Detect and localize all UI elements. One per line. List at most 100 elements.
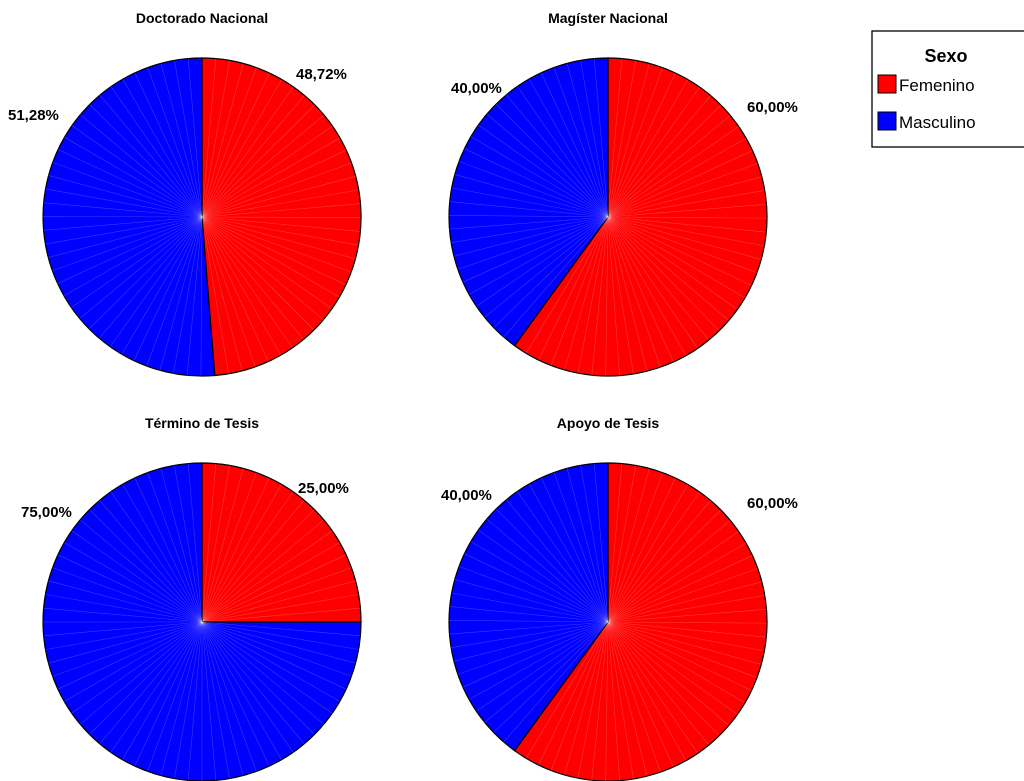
pie-shading-line	[201, 477, 270, 623]
pie-shading-line	[607, 176, 762, 218]
pie-shading-line	[607, 63, 650, 218]
pie-shading-line	[607, 484, 689, 623]
pie-slice-femenino	[201, 462, 362, 623]
pie-shading-line	[48, 216, 203, 258]
pie-shading-line	[607, 463, 623, 623]
pie-shading-line	[607, 500, 711, 623]
pie-shading-line	[201, 216, 315, 331]
pie-shading-line	[201, 216, 332, 310]
pie-label-femenino: 48,72%	[296, 66, 347, 83]
pie-shading-line	[470, 136, 609, 218]
pie-shading-line	[89, 104, 203, 218]
legend-label-femenino: Femenino	[899, 76, 975, 95]
pie-shading-line	[553, 472, 609, 623]
pie-shading-line	[201, 60, 230, 218]
pie-shading-line	[201, 72, 270, 218]
pie-shading-line	[607, 621, 762, 665]
pie-shading-line	[45, 188, 203, 218]
chart-title: Apoyo de Tesis	[557, 415, 660, 431]
pie-shading-line	[110, 491, 203, 623]
pie-shading-line	[607, 79, 689, 218]
pie-shading-line	[99, 94, 203, 218]
pie-shading-line	[457, 216, 609, 270]
pie-shading-line	[201, 216, 356, 260]
pie-shading-line	[201, 114, 325, 218]
pie-shading-line	[607, 86, 700, 218]
pie-shading-line	[493, 216, 609, 328]
pie-shading-line	[80, 114, 203, 218]
pie-shading-line	[495, 103, 609, 218]
pie-shading-line	[607, 621, 674, 768]
pie-slice-masculino	[42, 462, 362, 781]
pie-shading-line	[607, 216, 698, 349]
pie-shading-line	[57, 621, 203, 690]
pie-shading-line	[607, 216, 729, 321]
pie-shading-line	[564, 621, 609, 775]
pie-shading-line	[201, 621, 333, 714]
pie-shading-line	[503, 621, 609, 743]
pie-shading-line	[71, 216, 203, 308]
pie-shading-line	[607, 104, 722, 218]
pie-shading-line	[201, 216, 352, 273]
pie-shading-line	[464, 553, 609, 623]
pie-shading-line	[174, 60, 203, 218]
legend-label-masculino: Masculino	[899, 113, 976, 132]
chart-title: Doctorado Nacional	[136, 10, 268, 26]
pie-shading-line	[201, 162, 352, 218]
pie-shading-line	[133, 216, 203, 361]
pie-shading-line	[134, 621, 203, 767]
pie-shading-line	[453, 216, 609, 257]
pie-shading-line	[98, 216, 203, 339]
pie-slice-femenino	[513, 462, 768, 781]
chart-title: Magíster Nacional	[548, 10, 668, 26]
legend: Sexo Femenino Masculino	[871, 30, 1024, 148]
pie-shading-line	[525, 621, 609, 759]
pie-shading-line	[57, 554, 203, 623]
pie-shading-line	[605, 216, 609, 376]
pie-shading-line	[607, 72, 676, 218]
pie-shading-line	[470, 541, 609, 623]
pie-shading-line	[476, 621, 609, 712]
pie-shading-line	[607, 621, 620, 781]
pie-shading-line	[201, 63, 244, 218]
pie-shading-line	[484, 216, 609, 318]
pie-shading-line	[134, 72, 203, 218]
pie-shading-line	[478, 529, 609, 623]
pie-shading-line	[201, 621, 282, 760]
pie-shading-line	[201, 621, 347, 690]
pie-slice-masculino	[448, 57, 609, 347]
pie-shading-line	[607, 216, 674, 363]
pie-shading-line	[201, 216, 362, 218]
pie-shading-line	[451, 187, 609, 218]
pie-label-masculino: 40,00%	[451, 80, 502, 97]
pie-shading-line	[64, 136, 203, 218]
pie-shading-line	[550, 621, 609, 771]
pie-shading-line	[607, 621, 687, 761]
pie-label-masculino: 51,28%	[8, 107, 59, 124]
pie-shading-line	[201, 621, 315, 735]
pie-shading-line	[495, 508, 609, 623]
pie-shading-line	[201, 621, 340, 702]
pie-shading-line	[607, 621, 738, 715]
pie-shading-line	[45, 621, 203, 650]
pie-label-femenino: 25,00%	[298, 480, 349, 497]
pie-shading-line	[449, 201, 609, 218]
pie-shading-line	[566, 63, 609, 218]
pie-shading-line	[201, 621, 244, 776]
legend-swatch-masculino	[877, 111, 897, 131]
pie-shading-line	[564, 216, 609, 370]
pie-apoyo-de-tesis: Apoyo de Tesis 60,00% 40,00%	[441, 415, 798, 781]
pie-shading-line	[147, 621, 203, 772]
pie-shading-line	[506, 94, 609, 218]
pie-shading-line	[449, 606, 609, 623]
pie-shading-line	[201, 125, 333, 218]
pie-shading-line	[57, 216, 203, 284]
pie-shading-line	[43, 202, 203, 218]
pie-shading-line	[201, 67, 257, 218]
pie-shading-line	[607, 491, 700, 623]
pie-shading-line	[52, 161, 203, 218]
pie-shading-line	[607, 150, 753, 218]
pie-shading-line	[201, 216, 269, 362]
pie-shading-line	[607, 163, 758, 218]
